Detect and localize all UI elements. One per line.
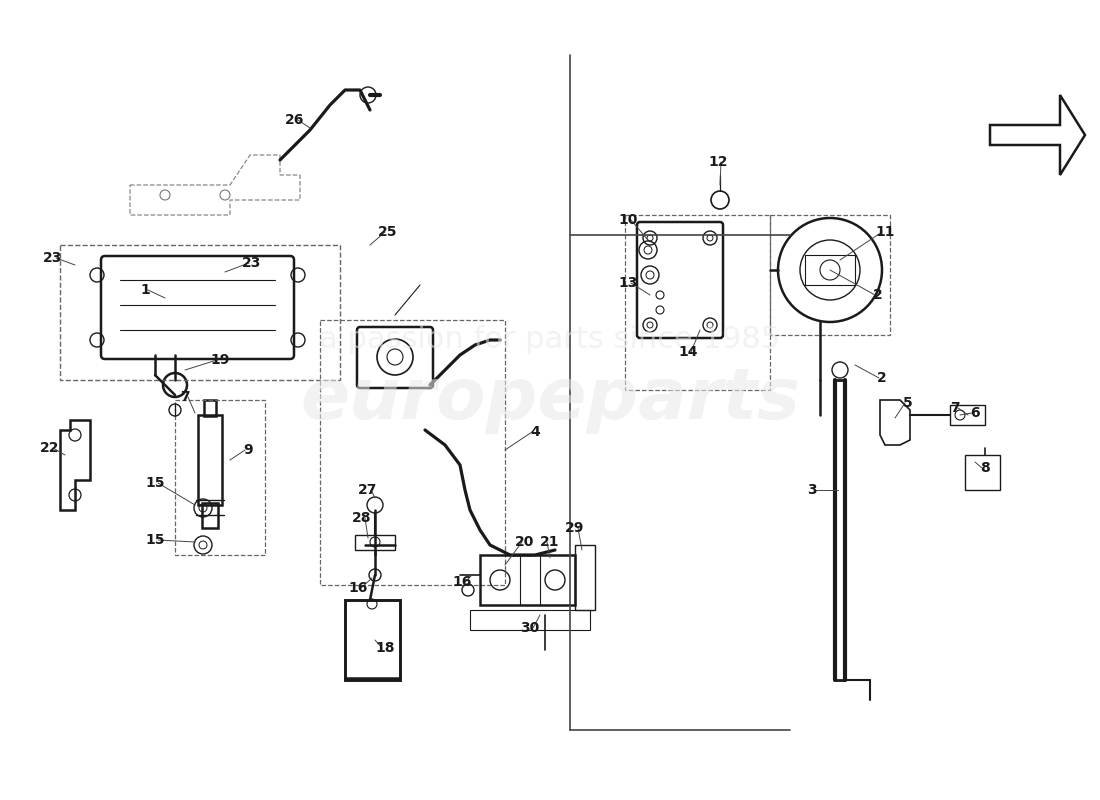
Bar bbox=[204, 400, 216, 416]
Text: 21: 21 bbox=[540, 535, 560, 549]
Bar bbox=[345, 600, 400, 680]
Text: 23: 23 bbox=[43, 251, 63, 265]
Text: europeparts: europeparts bbox=[300, 366, 800, 434]
Bar bbox=[320, 320, 505, 585]
Text: 22: 22 bbox=[41, 441, 59, 455]
Bar bbox=[198, 415, 222, 505]
Bar bbox=[355, 535, 395, 550]
Text: 5: 5 bbox=[903, 396, 913, 410]
Bar bbox=[202, 503, 218, 528]
Text: 2: 2 bbox=[877, 371, 887, 385]
Text: 13: 13 bbox=[618, 276, 638, 290]
Text: a passion for parts since 1985: a passion for parts since 1985 bbox=[319, 326, 781, 354]
Bar bbox=[770, 215, 890, 335]
Text: 30: 30 bbox=[520, 621, 540, 635]
Text: 6: 6 bbox=[970, 406, 980, 420]
Polygon shape bbox=[990, 95, 1085, 175]
Text: 1: 1 bbox=[140, 283, 150, 297]
Text: 19: 19 bbox=[210, 353, 230, 367]
Bar bbox=[950, 405, 984, 425]
Text: 15: 15 bbox=[145, 533, 165, 547]
Text: 11: 11 bbox=[876, 225, 894, 239]
Text: 15: 15 bbox=[145, 476, 165, 490]
Text: 2: 2 bbox=[873, 288, 883, 302]
Text: 3: 3 bbox=[807, 483, 817, 497]
Text: 9: 9 bbox=[243, 443, 253, 457]
Text: 16: 16 bbox=[349, 581, 367, 595]
Bar bbox=[575, 545, 595, 610]
Bar bbox=[965, 455, 1000, 490]
Text: 18: 18 bbox=[375, 641, 395, 655]
Text: 23: 23 bbox=[242, 256, 262, 270]
Text: 12: 12 bbox=[708, 155, 728, 169]
Text: 10: 10 bbox=[618, 213, 638, 227]
Text: 7: 7 bbox=[180, 390, 190, 404]
Text: 20: 20 bbox=[515, 535, 535, 549]
Bar bbox=[805, 255, 855, 285]
Bar bbox=[470, 610, 590, 630]
Bar bbox=[60, 245, 340, 380]
Bar bbox=[480, 555, 575, 605]
Bar bbox=[625, 215, 770, 390]
Text: 4: 4 bbox=[530, 425, 540, 439]
Text: 26: 26 bbox=[285, 113, 305, 127]
Text: 25: 25 bbox=[378, 225, 398, 239]
Text: 8: 8 bbox=[980, 461, 990, 475]
Text: 28: 28 bbox=[352, 511, 372, 525]
Text: 27: 27 bbox=[359, 483, 377, 497]
Text: 7: 7 bbox=[950, 401, 960, 415]
Text: 14: 14 bbox=[679, 345, 697, 359]
Text: 16: 16 bbox=[452, 575, 472, 589]
Text: 29: 29 bbox=[565, 521, 585, 535]
Bar bbox=[175, 400, 265, 555]
